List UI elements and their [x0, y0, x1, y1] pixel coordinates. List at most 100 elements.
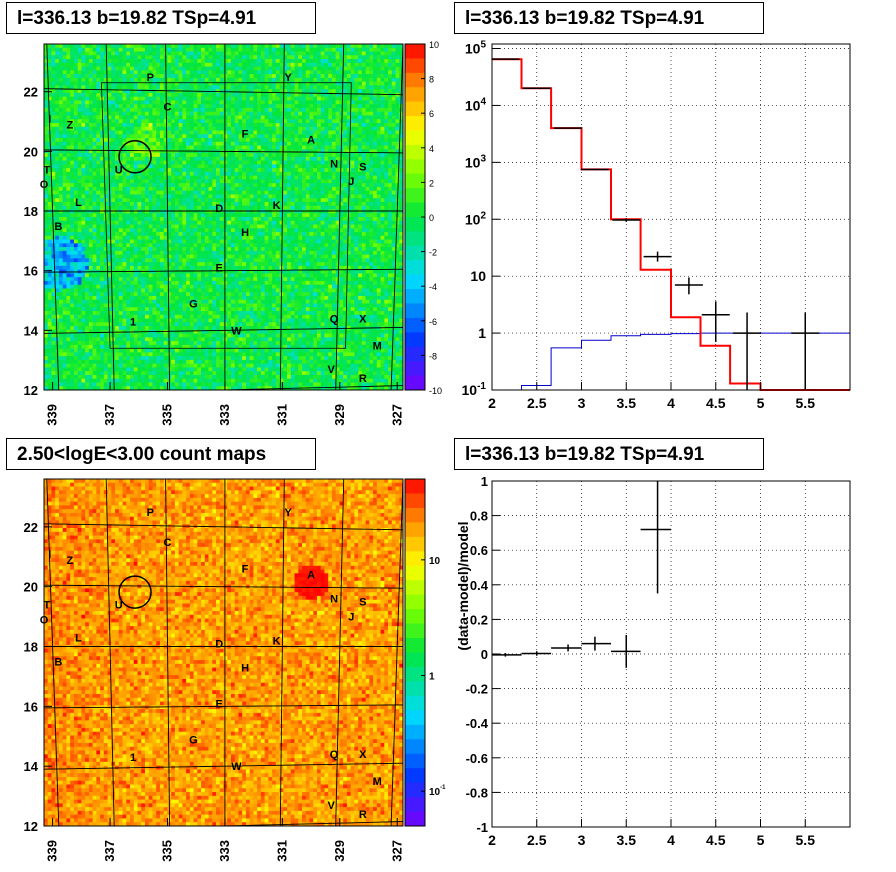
source-label-a: A — [307, 134, 315, 146]
source-label-f: F — [242, 564, 249, 576]
colorbar-step — [405, 479, 425, 494]
grid-longitude-line — [279, 479, 285, 826]
colorbar-tick-label: 10 — [429, 40, 439, 50]
source-label-e: E — [216, 263, 223, 275]
source-label-z: Z — [66, 555, 73, 567]
grid-longitude-line — [105, 479, 115, 826]
source-label-t: T — [44, 600, 51, 612]
colorbar-step — [405, 493, 425, 509]
residual-map-title: l=336.13 b=19.82 TSp=4.91 — [6, 2, 316, 34]
map-pixels — [44, 479, 403, 826]
y-tick-label: 10 — [470, 268, 486, 284]
spectrum-title: l=336.13 b=19.82 TSp=4.91 — [454, 2, 764, 34]
colorbar-step — [405, 58, 425, 74]
colorbar-tick-label: -10 — [429, 386, 442, 396]
source-label-w: W — [231, 325, 242, 337]
map-x-tick-label: 335 — [159, 840, 174, 862]
map-y-tick-label: 22 — [24, 85, 38, 100]
colorbar-step — [405, 695, 425, 711]
colorbar-step — [405, 317, 425, 333]
y-tick-label: 0 — [481, 647, 488, 662]
map-y-tick-label: 14 — [24, 323, 39, 338]
colorbar-step — [405, 507, 425, 523]
source-label-q: Q — [330, 313, 339, 325]
map-pixels — [44, 44, 403, 390]
source-label-n: N — [330, 158, 338, 170]
colorbar-step — [405, 768, 425, 784]
colorbar-step — [405, 144, 425, 160]
x-tick-label: 2 — [488, 395, 496, 411]
grid-latitude-line — [44, 523, 403, 531]
source-model-line — [492, 332, 850, 391]
source-label-r: R — [359, 809, 367, 821]
colorbar-step — [405, 217, 425, 232]
x-tick-label: 2.5 — [527, 395, 547, 411]
colorbar-tick-label: 4 — [429, 144, 434, 154]
spectrum-data-point — [791, 312, 820, 390]
coordinate-grid — [44, 44, 403, 390]
map-y-tick-label: 18 — [24, 204, 38, 219]
spectrum-data-point — [733, 312, 762, 390]
colorbar-tick-label: 1 — [429, 672, 435, 683]
count-map-title: 2.50<logE<3.00 count maps — [6, 438, 316, 470]
source-label-k: K — [273, 200, 281, 212]
colorbar-step — [405, 231, 425, 247]
colorbar-tick-label: 0 — [429, 213, 434, 223]
grid-longitude-line — [390, 44, 403, 390]
colorbar-step — [405, 681, 425, 697]
grid-latitude-line — [44, 704, 403, 709]
map-x-tick-label: 327 — [389, 840, 404, 862]
y-tick-label: 105 — [465, 40, 487, 57]
map-y-tick-label: 20 — [24, 580, 38, 595]
residuals-ylabel: (data-model)/model — [455, 521, 471, 650]
colorbar-step — [405, 782, 425, 798]
source-label-d: D — [215, 639, 223, 651]
y-tick-label: 0.8 — [470, 509, 488, 524]
colorbar-step — [405, 797, 425, 813]
map-y-tick-label: 12 — [24, 819, 38, 834]
residual-data-point — [521, 651, 552, 656]
spectrum-data-point — [580, 168, 609, 171]
colorbar-step — [405, 724, 425, 740]
map-x-tick-label: 335 — [159, 404, 174, 426]
colorbar-tick-label: -2 — [429, 248, 437, 258]
map-x-tick-label: 333 — [217, 404, 232, 426]
colorbar-step — [405, 811, 425, 827]
y-tick-label: -0.6 — [466, 751, 488, 766]
grid-longitude-line — [335, 44, 345, 390]
colorbar-step — [405, 536, 425, 552]
grid-latitude-line — [44, 762, 403, 770]
x-tick-label: 2.5 — [527, 832, 547, 848]
map-x-tick-label: 327 — [389, 404, 404, 426]
y-tick-label: 103 — [465, 153, 487, 170]
residuals-title: l=336.13 b=19.82 TSp=4.91 — [454, 438, 764, 470]
target-circle — [118, 575, 152, 609]
source-label-b: B — [54, 656, 62, 668]
x-tick-label: 4 — [667, 832, 675, 848]
map-x-tick-label: 337 — [102, 404, 117, 426]
y-tick-label: -0.8 — [466, 785, 488, 800]
y-tick-label: 0.6 — [470, 543, 488, 558]
source-label-a: A — [307, 570, 315, 582]
colorbar-step — [405, 44, 425, 59]
x-tick-label: 5.5 — [796, 832, 816, 848]
map-y-tick-label: 18 — [24, 640, 38, 655]
map-x-tick-label: 337 — [102, 840, 117, 862]
y-tick-label: -0.2 — [466, 682, 488, 697]
source-label-g: G — [189, 734, 198, 746]
source-label-b: B — [54, 221, 62, 233]
x-tick-label: 4.5 — [706, 832, 726, 848]
colorbar-step — [405, 580, 425, 596]
source-label-r: R — [359, 373, 367, 385]
source-label-j: J — [348, 612, 354, 624]
y-tick-label: 10-1 — [462, 381, 487, 398]
map-x-tick-label: 329 — [332, 404, 347, 426]
colorbar: 10 1 10-1 — [404, 478, 446, 827]
source-label-w: W — [231, 761, 242, 773]
x-tick-label: 4 — [667, 395, 675, 411]
colorbar-step — [405, 638, 425, 653]
map-x-tick-label: 333 — [217, 840, 232, 862]
source-label-x: X — [359, 313, 367, 325]
